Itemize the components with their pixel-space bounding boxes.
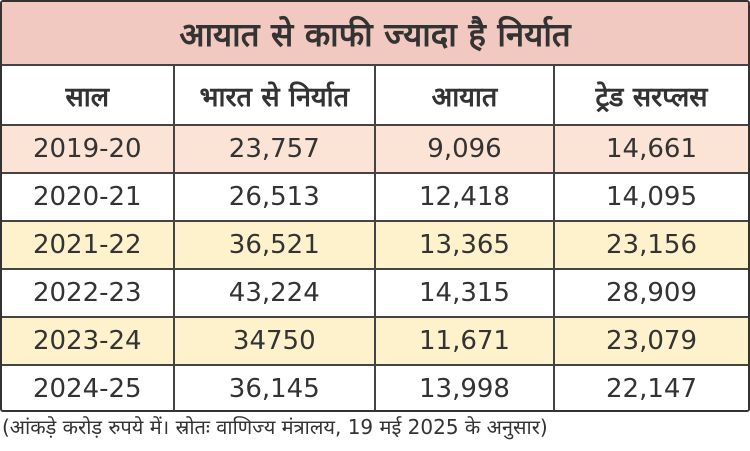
cell-year: 2022-23	[2, 269, 175, 318]
cell-year: 2020-21	[2, 173, 175, 222]
cell-import: 11,671	[374, 317, 556, 366]
cell-surplus: 14,095	[554, 173, 748, 222]
cell-surplus: 28,909	[554, 269, 748, 318]
cell-import: 13,365	[374, 221, 556, 270]
cell-surplus: 23,079	[554, 317, 748, 366]
table-row: 2020-21 26,513 12,418 14,095	[2, 173, 748, 222]
table-row: 2024-25 36,145 13,998 22,147	[2, 365, 748, 410]
cell-import: 14,315	[374, 269, 556, 318]
cell-export: 34750	[173, 317, 376, 366]
cell-export: 36,145	[173, 365, 376, 410]
header-import: आयात	[374, 66, 556, 126]
cell-import: 13,998	[374, 365, 556, 410]
header-year: साल	[2, 66, 175, 126]
table-row: 2023-24 34750 11,671 23,079	[2, 317, 748, 366]
cell-year: 2019-20	[2, 125, 175, 174]
cell-year: 2021-22	[2, 221, 175, 270]
table-frame: आयात से काफी ज्यादा है निर्यात साल भारत …	[0, 0, 750, 412]
table-row: 2021-22 36,521 13,365 23,156	[2, 221, 748, 270]
cell-surplus: 14,661	[554, 125, 748, 174]
cell-export: 26,513	[173, 173, 376, 222]
cell-import: 12,418	[374, 173, 556, 222]
cell-export: 36,521	[173, 221, 376, 270]
table-row: 2019-20 23,757 9,096 14,661	[2, 125, 748, 174]
table-row: 2022-23 43,224 14,315 28,909	[2, 269, 748, 318]
source-footnote: (आंकड़े करोड़ रुपये में। स्रोतः वाणिज्य …	[2, 415, 548, 439]
cell-year: 2023-24	[2, 317, 175, 366]
cell-import: 9,096	[374, 125, 556, 174]
header-row: साल भारत से निर्यात आयात ट्रेड सरप्लस	[2, 66, 748, 126]
header-export: भारत से निर्यात	[173, 66, 376, 126]
cell-surplus: 22,147	[554, 365, 748, 410]
cell-export: 43,224	[173, 269, 376, 318]
table-title: आयात से काफी ज्यादा है निर्यात	[2, 2, 748, 66]
cell-export: 23,757	[173, 125, 376, 174]
cell-surplus: 23,156	[554, 221, 748, 270]
header-surplus: ट्रेड सरप्लस	[554, 66, 748, 126]
trade-table: साल भारत से निर्यात आयात ट्रेड सरप्लस 20…	[2, 66, 748, 410]
cell-year: 2024-25	[2, 365, 175, 410]
